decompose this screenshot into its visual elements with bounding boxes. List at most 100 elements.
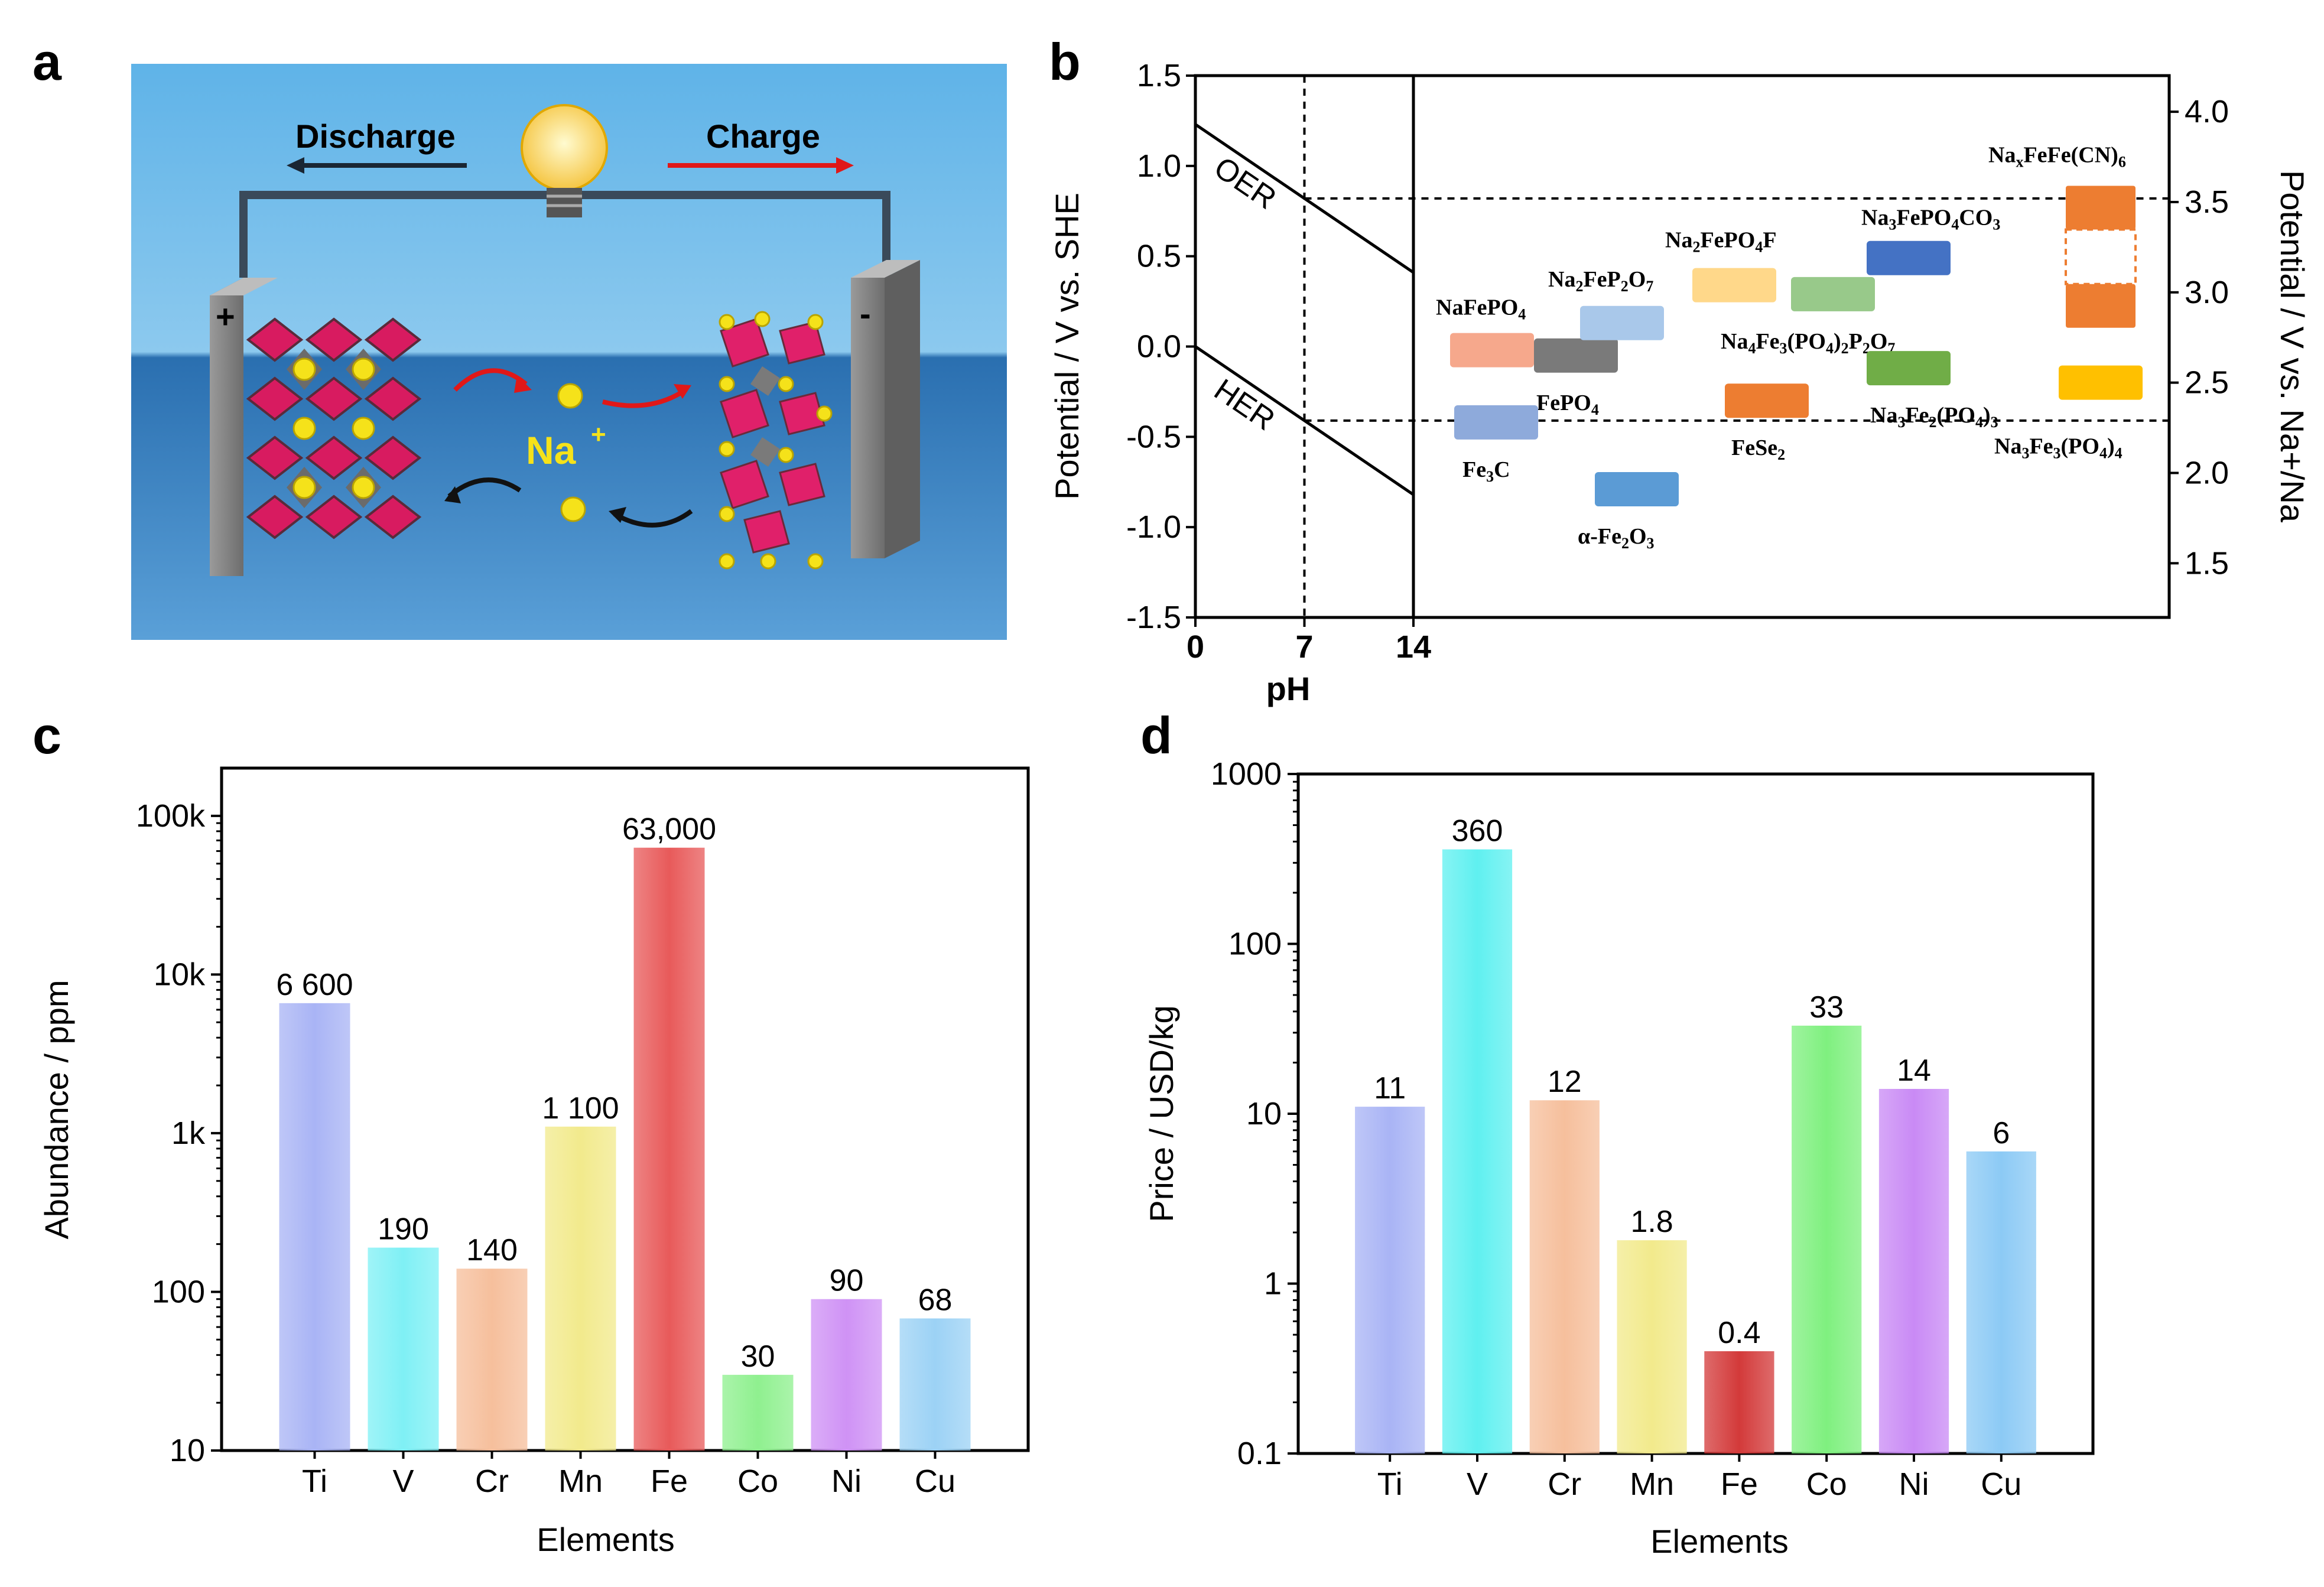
price-y-tick-label: 100 <box>1228 926 1282 962</box>
price-bar-ni <box>1878 1088 1949 1453</box>
abundance-y-tick-label: 10 <box>170 1433 205 1468</box>
material-blocks: NaFePO4 FePO4 Na2FeP2O7 Fe3C α-Fe2O3 Na2FePO4… <box>1436 142 2143 552</box>
abundance-bar-cu <box>899 1318 971 1451</box>
price-bar-v <box>1442 849 1513 1453</box>
price-bar-co <box>1792 1025 1862 1453</box>
price-value-label-ti: 11 <box>1374 1071 1406 1105</box>
panel-d-axes: 0.1 1 10 100 1000 Ti V Cr Mn Fe Co Ni Cu <box>1211 756 2021 1502</box>
abundance-x-tick-label-fe: Fe <box>651 1464 688 1499</box>
ph-tick-label: 14 <box>1396 629 1431 665</box>
material-block-naxfefe-cn-6-high <box>2066 186 2136 230</box>
price-bar-fe <box>1704 1351 1774 1453</box>
price-x-tick-label-ti: Ti <box>1377 1466 1403 1502</box>
material-block-na2fepo4f <box>1692 268 1776 303</box>
price-y-tick-label: 1 <box>1264 1266 1282 1302</box>
cathode-crystal-structure <box>246 317 422 539</box>
panel-b-axes: 1.5 1.0 0.5 0.0 -0.5 -1.0 -1.5 4.0 3.5 3.0 2.5 2.0 1… <box>1126 58 2229 665</box>
ion-flow-arrowheads-icon <box>444 375 691 523</box>
charge-arrow-icon <box>668 157 854 174</box>
ph-tick-label: 7 <box>1295 629 1313 665</box>
sodium-ion-charge: + <box>591 420 606 449</box>
she-tick-label: 0.0 <box>1137 329 1181 365</box>
sodium-ions <box>557 383 586 522</box>
she-tick-label: -1.0 <box>1126 509 1181 545</box>
panel-d: d 0.1 1 10 100 1000 Ti V Cr Mn Fe Co Ni Cu 11 360 12 1.… <box>1140 706 2095 1560</box>
she-tick-label: 1.5 <box>1137 58 1181 93</box>
abundance-x-tick-label-cr: Cr <box>475 1464 509 1499</box>
material-label-na2fepo4f: Na2FePO4F <box>1665 228 1777 256</box>
abundance-value-label-cu: 68 <box>918 1283 953 1317</box>
panel-c-frame <box>220 766 1030 1452</box>
abundance-value-label-mn: 1 100 <box>542 1091 619 1126</box>
material-block-fese2 <box>1725 383 1809 418</box>
material-label-na3fe3-po4-4: Na3Fe3(PO4)4 <box>1994 434 2123 462</box>
na-tick-label: 4.0 <box>2185 94 2229 129</box>
price-x-tick-label-ni: Ni <box>1899 1466 1929 1502</box>
oer-label: OER <box>1208 151 1282 216</box>
abundance-value-label-ni: 90 <box>830 1264 864 1298</box>
discharge-arrow-icon <box>287 157 467 174</box>
positive-terminal-label: + <box>216 298 235 335</box>
abundance-value-label-cr: 140 <box>466 1233 518 1267</box>
price-bar-ti <box>1355 1107 1425 1453</box>
material-block-fe3c <box>1454 405 1538 440</box>
she-axis-label: Potential / V vs. SHE <box>1048 193 1085 500</box>
ph-tick-label: 0 <box>1187 629 1204 665</box>
material-block-naxfefe-cn-6-low <box>2066 284 2136 328</box>
ph-axis-label: pH <box>1266 670 1311 707</box>
price-x-tick-label-fe: Fe <box>1721 1466 1758 1502</box>
price-x-tick-label-co: Co <box>1806 1466 1847 1502</box>
material-label--fe2o3: α-Fe2O3 <box>1578 524 1655 552</box>
abundance-bar-ti <box>279 1003 350 1451</box>
material-block-na3fe3-po4-4 <box>2059 365 2143 400</box>
na-tick-label: 2.5 <box>2185 365 2229 401</box>
panel-d-x-axis-label: Elements <box>1650 1523 1788 1560</box>
sodium-ion-label: Na <box>526 428 577 472</box>
na-tick-label: 1.5 <box>2185 545 2229 581</box>
panel-c-x-axis-label: Elements <box>537 1521 674 1558</box>
price-value-label-cu: 6 <box>1993 1116 2010 1150</box>
negative-terminal-label: - <box>860 295 871 332</box>
abundance-y-tick-label: 10k <box>154 957 206 992</box>
light-bulb-icon <box>521 104 608 217</box>
abundance-y-tick-label: 1k <box>171 1116 206 1151</box>
anode-crystal-structure <box>719 311 833 570</box>
material-block-na3fe2-po4-3 <box>1867 351 1951 386</box>
panel-a: a Discharge Charge + <box>32 32 1007 640</box>
abundance-x-tick-label-co: Co <box>737 1464 778 1499</box>
abundance-x-tick-label-v: V <box>392 1464 414 1499</box>
price-x-tick-label-cu: Cu <box>1981 1466 2021 1502</box>
price-y-tick-label: 0.1 <box>1237 1436 1282 1471</box>
panel-d-y-axis-label: Price / USD/kg <box>1143 1005 1180 1222</box>
price-value-label-mn: 1.8 <box>1630 1205 1673 1239</box>
material-label-nafepo4: NaFePO4 <box>1436 295 1526 323</box>
material-block--fe2o3 <box>1595 471 1679 506</box>
material-label-na3fepo4co3: Na3FePO4CO3 <box>1861 206 2000 233</box>
panel-c-bars: 6 600 190 140 1 100 63,000 30 90 68 <box>276 812 971 1451</box>
panel-d-bars: 11 360 12 1.8 0.4 33 14 6 <box>1355 814 2036 1453</box>
material-label-na2fep2o7: Na2FeP2O7 <box>1548 267 1653 295</box>
abundance-value-label-v: 190 <box>378 1212 429 1247</box>
abundance-value-label-co: 30 <box>741 1339 775 1374</box>
na-tick-label: 3.0 <box>2185 275 2229 310</box>
material-label-na4fe3-po4-2p2o7: Na4Fe3(PO4)2P2O7 <box>1721 329 1895 357</box>
price-bar-cu <box>1966 1151 2036 1453</box>
price-bar-cr <box>1529 1100 1600 1453</box>
she-tick-label: -1.5 <box>1126 600 1181 635</box>
oer-line <box>1194 123 1415 274</box>
abundance-bar-cr <box>456 1269 528 1451</box>
abundance-x-tick-label-ti: Ti <box>302 1464 327 1499</box>
abundance-x-tick-label-ni: Ni <box>831 1464 862 1499</box>
price-value-label-co: 33 <box>1809 990 1844 1025</box>
panel-d-label: d <box>1140 706 1172 765</box>
she-tick-label: -0.5 <box>1126 419 1181 454</box>
panel-c-axes: 10 100 1k 10k 100k Ti V Cr Mn Fe Co Ni Cu <box>136 798 955 1499</box>
na-axis-label: Potential / V vs. Na+/Na <box>2274 170 2311 523</box>
abundance-x-tick-label-cu: Cu <box>915 1464 955 1499</box>
material-label-fepo4: FePO4 <box>1536 391 1599 418</box>
na-tick-label: 2.0 <box>2185 455 2229 490</box>
material-label-naxfefe-cn-6: NaxFeFe(CN)6 <box>1988 142 2126 170</box>
abundance-value-label-fe: 63,000 <box>622 812 716 847</box>
abundance-bar-mn <box>545 1126 616 1451</box>
